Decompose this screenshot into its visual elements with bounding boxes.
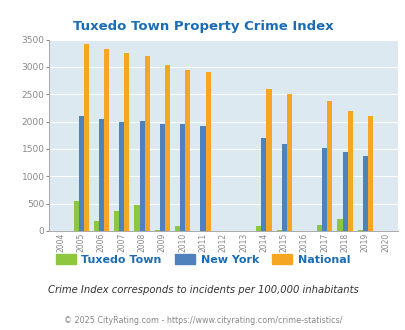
Bar [144, 56, 149, 231]
Bar [154, 230, 160, 231]
Bar [73, 201, 79, 231]
Bar [286, 94, 291, 231]
Bar [362, 156, 367, 231]
Bar [205, 72, 210, 231]
Bar [94, 221, 99, 231]
Bar [175, 226, 180, 231]
Bar [160, 124, 164, 231]
Bar [316, 225, 322, 231]
Bar [256, 226, 261, 231]
Bar [139, 120, 144, 231]
Bar [200, 126, 205, 231]
Bar [357, 230, 362, 231]
Bar [367, 115, 372, 231]
Bar [185, 70, 190, 231]
Bar [83, 44, 89, 231]
Bar [180, 124, 185, 231]
Bar [347, 111, 352, 231]
Bar [134, 205, 139, 231]
Bar [281, 144, 286, 231]
Bar [342, 152, 347, 231]
Legend: Tuxedo Town, New York, National: Tuxedo Town, New York, National [51, 250, 354, 269]
Bar [261, 138, 266, 231]
Bar [79, 116, 83, 231]
Bar [276, 230, 281, 231]
Bar [114, 211, 119, 231]
Bar [124, 53, 129, 231]
Bar [326, 101, 332, 231]
Bar [164, 65, 170, 231]
Bar [322, 148, 326, 231]
Text: © 2025 CityRating.com - https://www.cityrating.com/crime-statistics/: © 2025 CityRating.com - https://www.city… [64, 315, 341, 325]
Text: Crime Index corresponds to incidents per 100,000 inhabitants: Crime Index corresponds to incidents per… [47, 285, 358, 295]
Bar [119, 122, 124, 231]
Bar [104, 49, 109, 231]
Bar [337, 219, 342, 231]
Bar [99, 119, 104, 231]
Bar [266, 89, 271, 231]
Text: Tuxedo Town Property Crime Index: Tuxedo Town Property Crime Index [72, 20, 333, 33]
